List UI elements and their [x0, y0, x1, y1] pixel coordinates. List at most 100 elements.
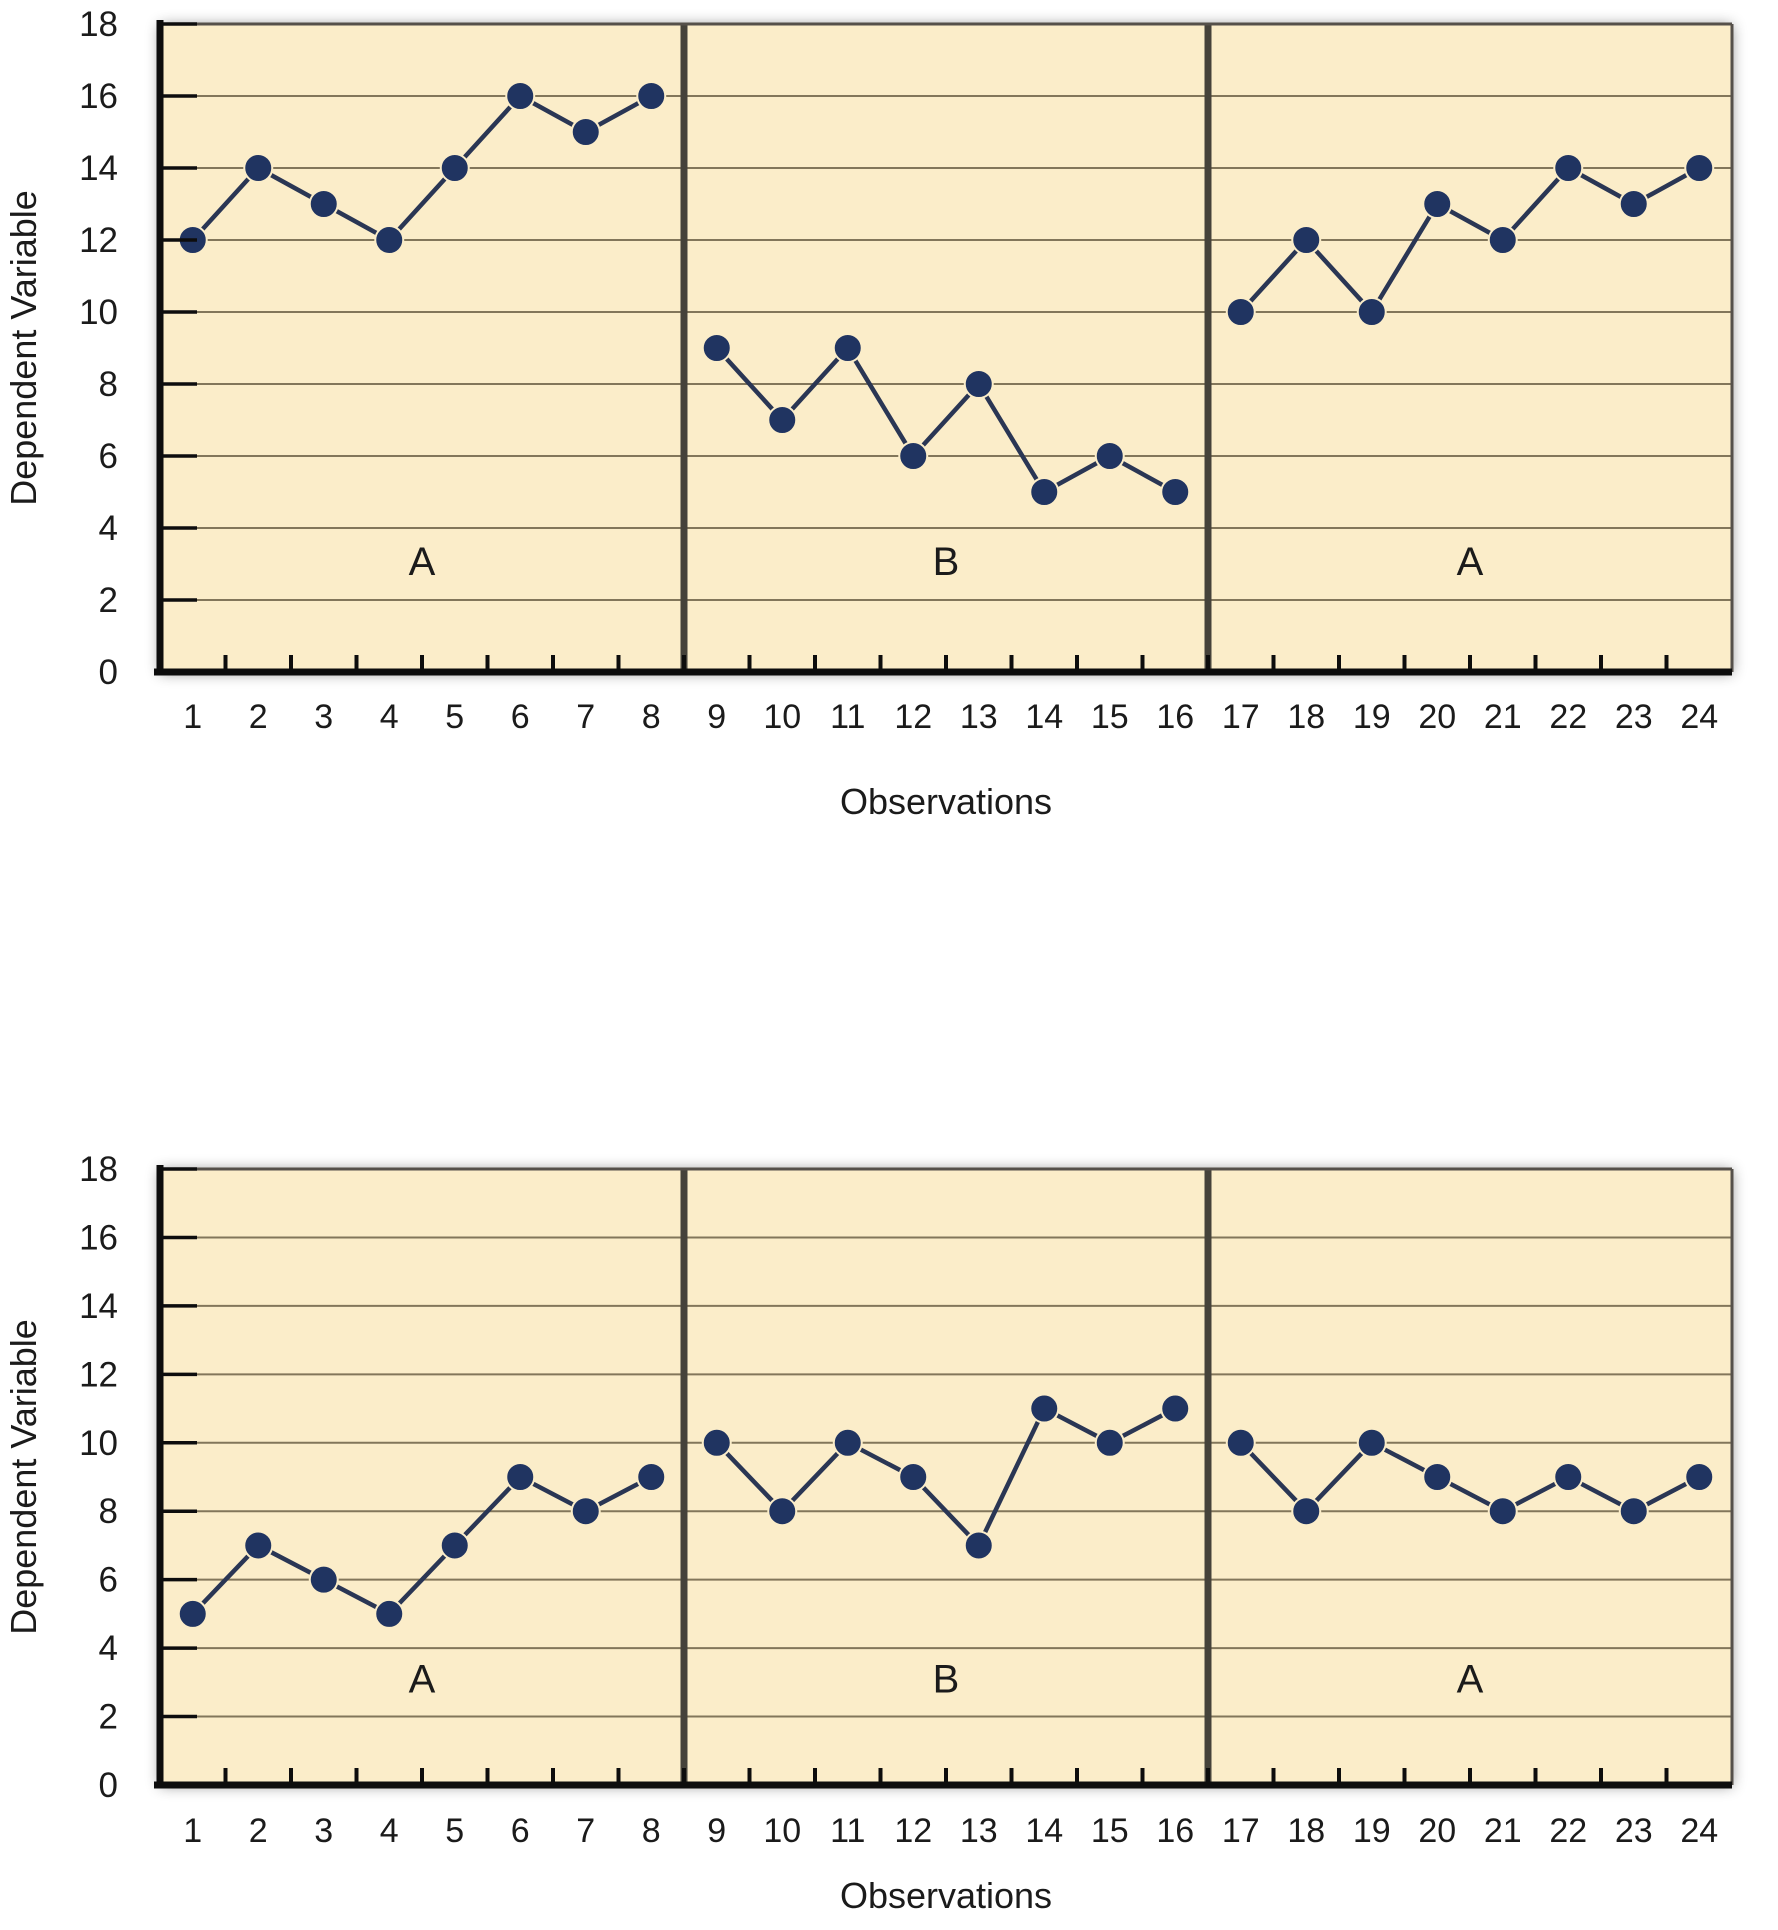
data-point — [1356, 1427, 1387, 1458]
x-tick-label: 22 — [1549, 1812, 1587, 1850]
data-point — [1422, 1462, 1453, 1492]
data-point — [1160, 1393, 1191, 1424]
phase-label-2: A — [1457, 540, 1484, 584]
y-tick-label: 12 — [79, 1355, 118, 1394]
plot-area — [160, 1169, 1732, 1785]
x-tick-label: 6 — [511, 1812, 530, 1850]
x-tick-label: 16 — [1156, 1812, 1194, 1850]
data-point — [505, 81, 536, 111]
x-tick-label: 10 — [763, 698, 801, 736]
data-point — [243, 153, 274, 183]
data-point — [374, 225, 405, 255]
data-point — [570, 1496, 601, 1527]
x-tick-label: 19 — [1353, 1812, 1391, 1850]
x-axis-title: Observations — [840, 1875, 1052, 1916]
series-phase-B-1 — [701, 333, 1191, 507]
aba-line-chart-top: 0 2 4 6 8 10 12 14 16 18 1 2 3 4 5 6 7 8 9 10 11 12 13 14 15 16 17… — [0, 0, 1778, 885]
data-point — [1291, 225, 1322, 255]
x-tick-label: 3 — [314, 698, 333, 736]
x-tick-label: 1 — [183, 1812, 202, 1850]
y-tick-label: 12 — [79, 221, 118, 260]
data-point — [505, 1462, 536, 1492]
y-tick-label: 2 — [99, 581, 118, 620]
data-point — [898, 1462, 929, 1492]
x-tick-label: 15 — [1091, 698, 1129, 736]
x-tick-label: 21 — [1484, 1812, 1522, 1850]
x-tick-label: 11 — [830, 1812, 865, 1850]
y-axis-title: Dependent Variable — [3, 190, 44, 506]
x-tick-label: 14 — [1025, 1812, 1063, 1850]
y-tick-label: 14 — [79, 1287, 118, 1326]
y-tick-label: 18 — [79, 5, 118, 44]
data-point — [1356, 297, 1387, 327]
x-tick-label: 24 — [1680, 698, 1718, 736]
y-tick-label: 18 — [79, 1150, 118, 1189]
x-tick-label: 14 — [1025, 698, 1063, 736]
data-point — [1553, 153, 1584, 183]
data-point — [701, 333, 732, 363]
y-tick-label: 8 — [99, 1492, 118, 1531]
y-tick-label: 10 — [79, 1424, 118, 1463]
x-tick-label: 9 — [707, 1812, 726, 1850]
data-point — [177, 1598, 208, 1629]
x-tick-label: 21 — [1484, 698, 1522, 736]
x-tick-label: 2 — [249, 1812, 268, 1850]
data-point — [1029, 477, 1060, 507]
gridlines — [160, 95, 1732, 601]
y-tick-label: 4 — [99, 509, 118, 548]
y-tick-label: 0 — [99, 1766, 118, 1805]
data-point — [439, 153, 470, 183]
series-phase-B-1 — [701, 1393, 1191, 1561]
data-point — [1094, 441, 1125, 471]
data-point — [1160, 477, 1191, 507]
y-tick-label: 0 — [99, 653, 118, 692]
phase-label-2: A — [1457, 1658, 1484, 1702]
data-point — [1618, 1496, 1649, 1527]
x-tick-label: 11 — [830, 698, 865, 736]
x-tick-labels: 1 2 3 4 5 6 7 8 9 10 11 12 13 14 15 16 17 18 19 20 21 22 23 24 — [183, 1812, 1718, 1850]
plot-area — [160, 24, 1732, 672]
x-tick-label: 19 — [1353, 698, 1391, 736]
y-tick-label: 16 — [79, 1218, 118, 1257]
phase-label-1: B — [933, 1658, 960, 1702]
x-tick-label: 10 — [763, 1812, 801, 1850]
axes — [154, 1165, 1732, 1789]
x-tick-label: 4 — [380, 698, 399, 736]
x-tick-label: 6 — [511, 698, 530, 736]
x-tick-label: 9 — [707, 698, 726, 736]
y-tick-label: 4 — [99, 1629, 118, 1668]
data-point — [1291, 1496, 1322, 1527]
data-point — [1487, 225, 1518, 255]
phase-dividers — [680, 24, 1212, 672]
y-tick-label: 2 — [99, 1698, 118, 1737]
x-axis-title: Observations — [840, 781, 1052, 822]
x-tick-label: 3 — [314, 1812, 333, 1850]
y-tick-label: 16 — [79, 77, 118, 116]
y-tick-label: 14 — [79, 149, 118, 188]
x-tick-label: 12 — [894, 698, 932, 736]
x-tick-label: 23 — [1615, 1812, 1653, 1850]
x-tick-label: 7 — [576, 698, 595, 736]
data-point — [767, 405, 798, 435]
data-point — [898, 441, 929, 471]
phase-label-1: B — [933, 540, 960, 584]
data-point — [767, 1496, 798, 1527]
x-tick-label: 18 — [1287, 698, 1325, 736]
phase-label-0: A — [409, 1658, 436, 1702]
phase-dividers — [680, 1169, 1212, 1785]
data-point — [1487, 1496, 1518, 1527]
data-point — [1422, 189, 1453, 219]
x-tick-label: 8 — [642, 698, 661, 736]
data-point — [1225, 297, 1256, 327]
y-ticks — [160, 1167, 197, 1787]
x-tick-label: 15 — [1091, 1812, 1129, 1850]
x-tick-label: 17 — [1222, 698, 1260, 736]
x-tick-label: 5 — [445, 698, 464, 736]
data-point — [1553, 1462, 1584, 1492]
axes — [154, 20, 1732, 676]
data-point — [963, 369, 994, 399]
data-point — [243, 1530, 274, 1561]
plot-border — [160, 22, 1734, 672]
